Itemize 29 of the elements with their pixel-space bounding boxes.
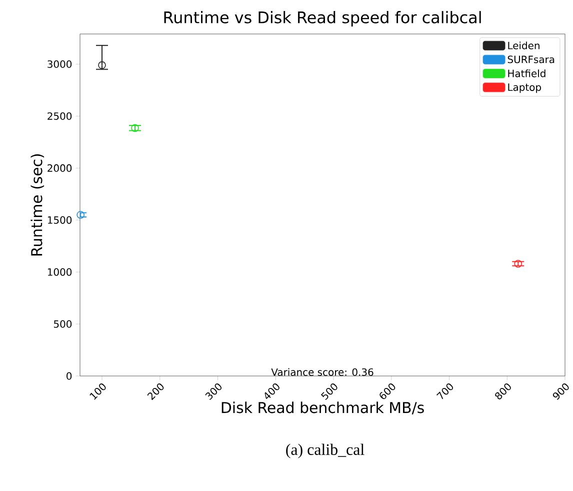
- y-tick-label: 500: [54, 320, 72, 328]
- x-tick-label: 400: [264, 383, 280, 400]
- y-tick-label: 2000: [48, 164, 72, 172]
- x-tick-label: 100: [90, 383, 106, 400]
- point: [131, 124, 139, 132]
- y-axis-title: Runtime (sec): [30, 154, 44, 256]
- x-tick-label: 200: [147, 383, 164, 400]
- y-tick-label: 2500: [48, 112, 72, 120]
- legend-label: Laptop: [508, 84, 541, 93]
- x-tick-label: 900: [552, 383, 569, 400]
- point: [98, 61, 106, 70]
- y-tick-label: 3000: [48, 60, 72, 68]
- legend-label: Leiden: [508, 42, 540, 50]
- y-tick-label: 1500: [48, 216, 72, 224]
- x-tick-label: 300: [205, 383, 222, 400]
- legend-label: SURFsara: [508, 56, 554, 64]
- y-tick-label: 1000: [48, 268, 72, 276]
- x-axis-title: Disk Read benchmark MB/s: [222, 402, 424, 414]
- annotation: Variance score: 0.36: [271, 368, 374, 376]
- point: [76, 210, 84, 219]
- y-tick-label: 0: [66, 372, 72, 380]
- point: [514, 260, 522, 268]
- text: (a) calib_cal: [286, 444, 364, 458]
- chart-title: Runtime vs Disk Read speed for calibcal: [164, 11, 481, 26]
- legend-label: Hatfield: [508, 69, 546, 78]
- x-tick-label: 800: [495, 383, 511, 400]
- x-tick-label: 700: [436, 383, 454, 400]
- x-tick-label: 600: [380, 383, 396, 400]
- x-tick-label: 500: [320, 383, 338, 400]
